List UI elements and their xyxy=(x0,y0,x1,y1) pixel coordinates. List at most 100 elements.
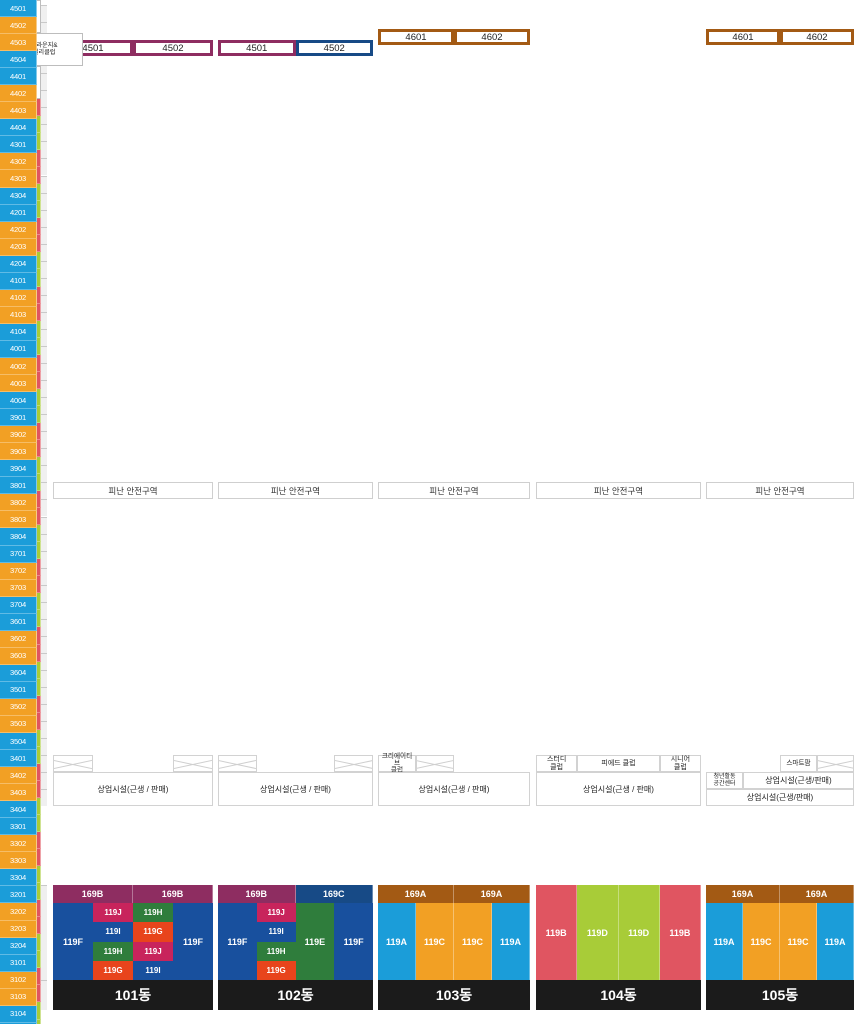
unit-cell-105-3604[interactable]: 3604 xyxy=(0,664,37,682)
type-band-103-169A[interactable]: 169A xyxy=(378,885,454,903)
penthouse-box-103-4602[interactable]: 4602 xyxy=(454,29,530,46)
penthouse-box-105-4602[interactable]: 4602 xyxy=(780,29,854,46)
unit-cell-105-4301[interactable]: 4301 xyxy=(0,136,37,154)
unit-cell-105-3101[interactable]: 3101 xyxy=(0,954,37,972)
type-cell-101-mr-119J[interactable]: 119J xyxy=(133,941,173,961)
dong-bar-105[interactable]: 105동 xyxy=(706,980,854,1010)
type-band-101-169B[interactable]: 169B xyxy=(133,885,213,903)
type-cell-105-119A[interactable]: 119A xyxy=(706,903,743,980)
type-cell-103-119A[interactable]: 119A xyxy=(492,903,530,980)
unit-cell-105-3404[interactable]: 3404 xyxy=(0,801,37,819)
unit-cell-105-3703[interactable]: 3703 xyxy=(0,579,37,597)
unit-cell-105-3802[interactable]: 3802 xyxy=(0,494,37,512)
unit-cell-105-3903[interactable]: 3903 xyxy=(0,443,37,461)
unit-cell-105-4501[interactable]: 4501 xyxy=(0,0,37,18)
unit-cell-105-3702[interactable]: 3702 xyxy=(0,562,37,580)
type-cell-101-ml-119I[interactable]: 119I xyxy=(93,922,133,942)
penthouse-box-103-4601[interactable]: 4601 xyxy=(378,29,454,46)
type-band-102-169B[interactable]: 169B xyxy=(218,885,296,903)
unit-cell-105-3504[interactable]: 3504 xyxy=(0,733,37,751)
unit-cell-105-4202[interactable]: 4202 xyxy=(0,221,37,239)
unit-cell-105-3602[interactable]: 3602 xyxy=(0,630,37,648)
type-cell-101-mr-119I[interactable]: 119I xyxy=(133,960,173,980)
unit-cell-105-4204[interactable]: 4204 xyxy=(0,255,37,273)
dong-bar-104[interactable]: 104동 xyxy=(536,980,701,1010)
type-cell-104-119D[interactable]: 119D xyxy=(577,885,619,980)
unit-cell-105-3803[interactable]: 3803 xyxy=(0,511,37,529)
unit-cell-105-3704[interactable]: 3704 xyxy=(0,596,37,614)
unit-cell-105-3201[interactable]: 3201 xyxy=(0,886,37,904)
unit-cell-105-3502[interactable]: 3502 xyxy=(0,698,37,716)
unit-cell-105-3203[interactable]: 3203 xyxy=(0,920,37,938)
type-cell-101-mr-119G[interactable]: 119G xyxy=(133,922,173,942)
unit-cell-105-3001[interactable]: 3001 xyxy=(0,1022,37,1024)
unit-cell-105-3304[interactable]: 3304 xyxy=(0,869,37,887)
dong-bar-101[interactable]: 101동 xyxy=(53,980,213,1010)
unit-cell-105-3302[interactable]: 3302 xyxy=(0,835,37,853)
unit-cell-105-4304[interactable]: 4304 xyxy=(0,187,37,205)
type-cell-101-mr-119H[interactable]: 119H xyxy=(133,903,173,923)
unit-cell-105-3202[interactable]: 3202 xyxy=(0,903,37,921)
unit-cell-105-4101[interactable]: 4101 xyxy=(0,272,37,290)
type-cell-103-119A[interactable]: 119A xyxy=(378,903,416,980)
unit-cell-105-4503[interactable]: 4503 xyxy=(0,34,37,52)
unit-cell-105-4004[interactable]: 4004 xyxy=(0,392,37,410)
type-band-103-169A[interactable]: 169A xyxy=(454,885,530,903)
unit-cell-105-4201[interactable]: 4201 xyxy=(0,204,37,222)
unit-cell-105-3801[interactable]: 3801 xyxy=(0,477,37,495)
type-cell-105-119A[interactable]: 119A xyxy=(817,903,854,980)
unit-cell-105-3301[interactable]: 3301 xyxy=(0,818,37,836)
type-cell-102-ml-119H[interactable]: 119H xyxy=(256,941,296,961)
unit-cell-105-3501[interactable]: 3501 xyxy=(0,681,37,699)
unit-cell-105-3901[interactable]: 3901 xyxy=(0,409,37,427)
unit-cell-105-4002[interactable]: 4002 xyxy=(0,357,37,376)
unit-cell-105-4404[interactable]: 4404 xyxy=(0,119,37,137)
unit-cell-105-4302[interactable]: 4302 xyxy=(0,153,37,171)
unit-cell-105-3104[interactable]: 3104 xyxy=(0,1005,37,1023)
type-cell-104-119B[interactable]: 119B xyxy=(536,885,578,980)
unit-cell-105-4001[interactable]: 4001 xyxy=(0,340,37,358)
type-cell-101-ml-119G[interactable]: 119G xyxy=(93,960,133,980)
type-band-105-169A[interactable]: 169A xyxy=(780,885,854,903)
type-cell-102-119E[interactable]: 119E xyxy=(295,903,335,980)
penthouse-box-101-4502[interactable]: 4502 xyxy=(133,40,213,57)
unit-cell-105-4003[interactable]: 4003 xyxy=(0,375,37,393)
unit-cell-105-4504[interactable]: 4504 xyxy=(0,51,37,69)
type-band-101-169B[interactable]: 169B xyxy=(53,885,133,903)
unit-cell-105-3102[interactable]: 3102 xyxy=(0,971,37,989)
type-cell-103-119C[interactable]: 119C xyxy=(454,903,492,980)
unit-cell-105-3902[interactable]: 3902 xyxy=(0,426,37,444)
type-cell-102-ml-119J[interactable]: 119J xyxy=(256,903,296,923)
type-cell-105-119C[interactable]: 119C xyxy=(780,903,817,980)
type-cell-101-ml-119J[interactable]: 119J xyxy=(93,903,133,923)
type-cell-102-ml-119I[interactable]: 119I xyxy=(256,922,296,942)
dong-bar-103[interactable]: 103동 xyxy=(378,980,530,1010)
unit-cell-105-3904[interactable]: 3904 xyxy=(0,460,37,478)
unit-cell-105-3503[interactable]: 3503 xyxy=(0,715,37,734)
type-cell-103-119C[interactable]: 119C xyxy=(416,903,454,980)
unit-cell-105-4104[interactable]: 4104 xyxy=(0,323,37,341)
type-band-105-169A[interactable]: 169A xyxy=(706,885,780,903)
penthouse-box-102-4501[interactable]: 4501 xyxy=(218,40,296,57)
penthouse-box-102-4502[interactable]: 4502 xyxy=(295,40,373,57)
type-cell-102-ml-119G[interactable]: 119G xyxy=(256,960,296,980)
unit-cell-105-4203[interactable]: 4203 xyxy=(0,238,37,256)
type-cell-101-right-119F[interactable]: 119F xyxy=(173,903,213,980)
unit-cell-105-3204[interactable]: 3204 xyxy=(0,937,37,955)
unit-cell-105-4103[interactable]: 4103 xyxy=(0,306,37,324)
type-cell-105-119C[interactable]: 119C xyxy=(743,903,780,980)
unit-cell-105-4502[interactable]: 4502 xyxy=(0,17,37,35)
type-cell-102-left-119F[interactable]: 119F xyxy=(218,903,257,980)
unit-cell-105-3601[interactable]: 3601 xyxy=(0,613,37,631)
type-cell-102-right-119F[interactable]: 119F xyxy=(334,903,373,980)
type-cell-101-left-119F[interactable]: 119F xyxy=(53,903,93,980)
unit-cell-105-3402[interactable]: 3402 xyxy=(0,767,37,785)
unit-cell-105-3603[interactable]: 3603 xyxy=(0,647,37,665)
unit-cell-105-4401[interactable]: 4401 xyxy=(0,68,37,86)
unit-cell-105-4303[interactable]: 4303 xyxy=(0,170,37,188)
type-band-102-169C[interactable]: 169C xyxy=(295,885,373,903)
type-cell-104-119B[interactable]: 119B xyxy=(659,885,701,980)
type-cell-101-ml-119H[interactable]: 119H xyxy=(93,941,133,961)
unit-cell-105-3804[interactable]: 3804 xyxy=(0,528,37,546)
dong-bar-102[interactable]: 102동 xyxy=(218,980,373,1010)
